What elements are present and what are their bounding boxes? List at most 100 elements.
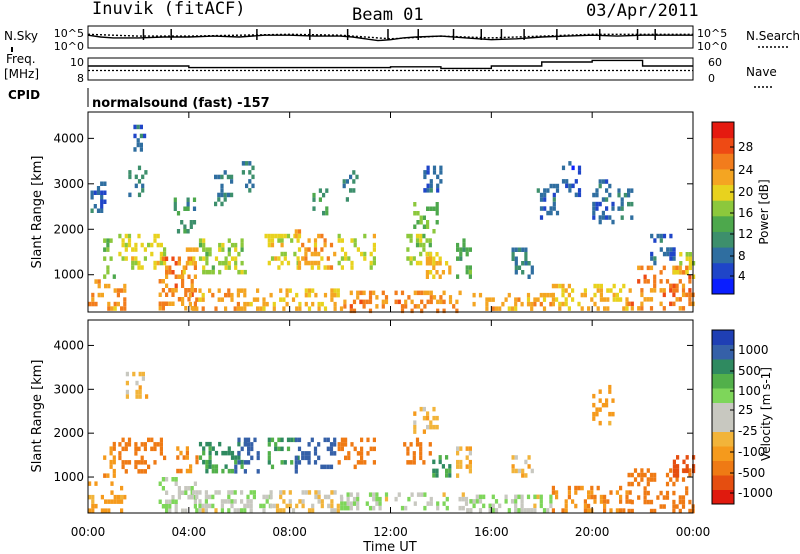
heatmap-cell <box>619 485 623 491</box>
heatmap-cell <box>445 468 449 474</box>
heatmap-cell <box>192 490 196 495</box>
heatmap-cell <box>201 297 205 302</box>
heatmap-cell <box>88 481 92 486</box>
heatmap-cell <box>555 283 559 289</box>
heatmap-cell <box>323 306 328 311</box>
heatmap-cell <box>406 247 410 252</box>
heatmap-cell <box>298 301 302 307</box>
heatmap-cell <box>609 490 613 495</box>
heatmap-cell <box>646 499 650 505</box>
heatmap-cell <box>227 499 231 504</box>
heatmap-cell <box>337 238 341 243</box>
heatmap-cell <box>630 481 634 487</box>
heatmap-cell <box>165 499 169 504</box>
heatmap-cell <box>317 233 321 239</box>
heatmap-cell <box>465 446 469 451</box>
heatmap-cell <box>672 468 676 474</box>
heatmap-cell <box>103 238 107 243</box>
heatmap-cell <box>459 459 463 465</box>
heatmap-cell <box>227 508 231 513</box>
heatmap-cell <box>685 256 689 261</box>
heatmap-cell <box>653 283 657 289</box>
heatmap-cell <box>236 306 240 311</box>
heatmap-cell <box>672 270 676 275</box>
heatmap-cell <box>293 251 297 257</box>
heatmap-cell <box>436 183 440 189</box>
heatmap-cell <box>262 508 266 513</box>
heatmap-cell <box>637 481 641 487</box>
heatmap-cell <box>233 490 237 495</box>
heatmap-cell <box>282 508 286 513</box>
heatmap-cell <box>137 233 141 239</box>
heatmap-cell <box>134 174 138 180</box>
heatmap-cell <box>168 504 172 509</box>
heatmap-cell <box>192 306 196 311</box>
heatmap-cell <box>252 490 256 495</box>
heatmap-cell <box>158 292 162 297</box>
heatmap-cell <box>256 297 260 302</box>
heatmap-cell <box>240 459 244 465</box>
heatmap-cell <box>165 283 169 288</box>
heatmap-cell <box>187 297 191 302</box>
heatmap-cell <box>193 481 197 486</box>
heatmap-cell <box>279 490 283 495</box>
heatmap-cell <box>514 261 518 266</box>
heatmap-cell <box>622 283 626 289</box>
heatmap-cell <box>378 496 382 502</box>
heatmap-cell <box>426 224 430 229</box>
heatmap-cell <box>202 446 206 451</box>
heatmap-cell <box>106 269 110 275</box>
heatmap-cell <box>551 490 555 495</box>
heatmap-cell <box>171 288 175 293</box>
heatmap-cell <box>240 490 244 495</box>
heatmap-cell <box>184 486 188 491</box>
heatmap-cell <box>125 389 129 395</box>
heatmap-cell <box>356 295 360 300</box>
heatmap-cell <box>208 464 212 469</box>
heatmap-cell <box>336 288 340 293</box>
heatmap-cell <box>561 283 565 289</box>
heatmap-cell <box>672 481 676 487</box>
heatmap-cell <box>381 299 385 305</box>
heatmap-cell <box>445 505 449 511</box>
heatmap-cell <box>612 283 616 289</box>
heatmap-cell <box>120 499 124 504</box>
heatmap-cell <box>587 503 591 509</box>
heatmap-cell <box>678 279 682 284</box>
xtick-label: 20:00 <box>575 525 610 539</box>
heatmap-cell <box>234 256 238 261</box>
heatmap-cell <box>362 304 366 309</box>
heatmap-cell <box>250 446 254 452</box>
heatmap-cell <box>349 188 353 193</box>
heatmap-cell <box>378 501 382 506</box>
colorbar-swatch <box>712 489 734 505</box>
heatmap-cell <box>165 490 169 495</box>
heatmap-cell <box>423 170 427 175</box>
heatmap-cell <box>243 269 247 275</box>
heatmap-cell <box>630 472 634 478</box>
heatmap-cell <box>692 455 696 460</box>
heatmap-cell <box>426 206 430 211</box>
heatmap-cell <box>625 494 629 500</box>
heatmap-cell <box>523 508 527 513</box>
heatmap-cell <box>313 238 318 243</box>
heatmap-cell <box>445 473 449 478</box>
heatmap-cell <box>542 292 547 298</box>
heatmap-cell <box>426 188 430 193</box>
heatmap-cell <box>514 256 518 261</box>
heatmap-cell <box>649 265 654 271</box>
heatmap-cell <box>435 261 439 266</box>
heatmap-cell <box>259 306 263 311</box>
heatmap-cell <box>195 247 199 252</box>
heatmap-cell <box>468 247 472 252</box>
heatmap-cell <box>243 301 247 307</box>
heatmap-cell <box>462 247 466 252</box>
heatmap-cell <box>468 459 472 465</box>
heatmap-cell <box>190 288 194 293</box>
heatmap-cell <box>224 464 228 469</box>
heatmap-cell <box>307 247 311 252</box>
heatmap-cell <box>106 238 110 243</box>
heatmap-cell <box>141 188 145 193</box>
colorbar-label: 20 <box>738 185 753 199</box>
